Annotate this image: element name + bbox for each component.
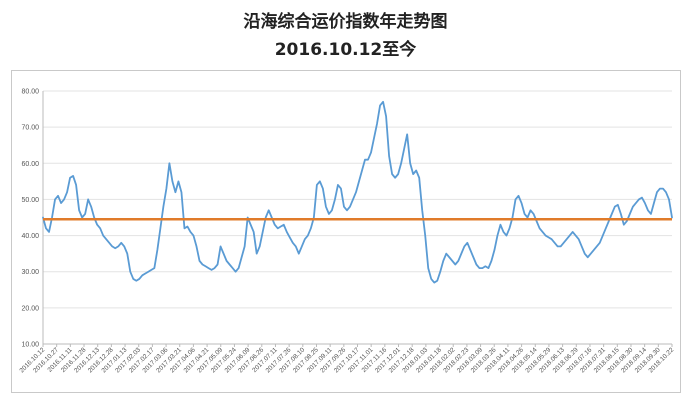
title-block: 沿海综合运价指数年走势图 2016.10.12至今 <box>0 10 691 63</box>
y-tick-label: 80.00 <box>21 89 39 96</box>
chart-frame: 10.00 20.00 30.00 40.00 50.00 60.00 70.00 80.00… <box>11 70 681 393</box>
chart-title: 沿海综合运价指数年走势图 <box>243 12 448 32</box>
y-tick-label: 60.00 <box>21 161 39 168</box>
y-tick-label: 20.00 <box>21 305 39 312</box>
y-tick-label: 70.00 <box>21 125 39 132</box>
y-tick-label: 40.00 <box>21 233 39 240</box>
y-tick-label: 10.00 <box>21 342 39 349</box>
series-line-0 <box>42 100 673 284</box>
chart-subtitle: 2016.10.12至今 <box>274 40 417 60</box>
line-chart: 10.00 20.00 30.00 40.00 50.00 60.00 70.00 80.00… <box>18 89 675 375</box>
y-tick-label: 50.00 <box>21 197 39 204</box>
y-tick-label: 30.00 <box>21 269 39 276</box>
